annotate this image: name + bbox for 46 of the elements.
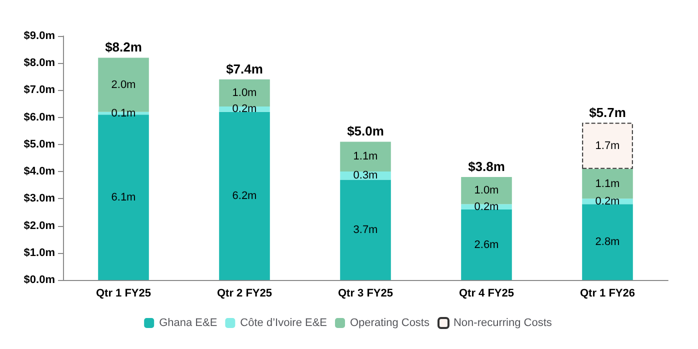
data-label: 2.0m	[111, 78, 136, 91]
bar	[340, 142, 391, 172]
x-tick-label: Qtr 3 FY25	[338, 288, 394, 300]
bar	[582, 204, 633, 280]
bar	[219, 112, 270, 280]
data-label: 6.1m	[111, 191, 136, 204]
data-label: 1.0m	[474, 184, 499, 197]
y-tick-label: $4.0m	[24, 166, 56, 178]
data-label: 1.1m	[353, 150, 378, 163]
data-label: 2.8m	[595, 236, 620, 248]
bar	[340, 180, 391, 280]
total-label: $5.0m	[347, 124, 384, 139]
total-label: $5.7m	[589, 104, 626, 120]
data-label: 2.6m	[474, 238, 499, 251]
data-label: 0.1m	[111, 107, 136, 120]
y-tick-label: $0.0m	[24, 274, 56, 286]
data-label: 0.2m	[232, 103, 257, 116]
bar	[461, 210, 512, 280]
y-tick-label: $3.0m	[24, 192, 56, 205]
x-tick-label: Qtr 2 FY25	[216, 288, 272, 300]
data-label: 6.2m	[232, 190, 257, 202]
data-label: 1.7m	[595, 140, 620, 152]
data-label: 1.1m	[595, 178, 620, 190]
x-tick-label: Qtr 4 FY25	[458, 288, 514, 300]
legend-label: Operating Costs	[350, 317, 430, 329]
y-tick-label: $7.0m	[24, 84, 56, 96]
x-tick-label: Qtr 1 FY26	[580, 288, 636, 300]
total-label: $3.8m	[468, 158, 505, 174]
total-label: $7.4m	[226, 61, 263, 76]
data-label: 1.0m	[232, 86, 257, 99]
y-tick-label: $8.0m	[24, 57, 56, 70]
y-tick-label: $5.0m	[24, 138, 56, 150]
legend-label: Côte d’Ivoire E&E	[240, 317, 328, 329]
y-tick-label: $2.0m	[24, 220, 56, 232]
data-label: 3.7m	[353, 224, 378, 236]
total-label: $8.2m	[105, 40, 142, 55]
data-label: 0.2m	[595, 195, 620, 208]
y-tick-label: $9.0m	[24, 30, 56, 42]
y-tick-label: $1.0m	[24, 246, 56, 259]
data-label: 0.2m	[474, 200, 499, 213]
legend-label: Non-recurring Costs	[453, 317, 552, 329]
x-tick-label: Qtr 1 FY25	[96, 288, 152, 300]
data-label: 0.3m	[353, 170, 378, 182]
y-tick-label: $6.0m	[24, 111, 56, 124]
bar	[582, 122, 633, 169]
legend-label: Ghana E&E	[159, 317, 218, 329]
